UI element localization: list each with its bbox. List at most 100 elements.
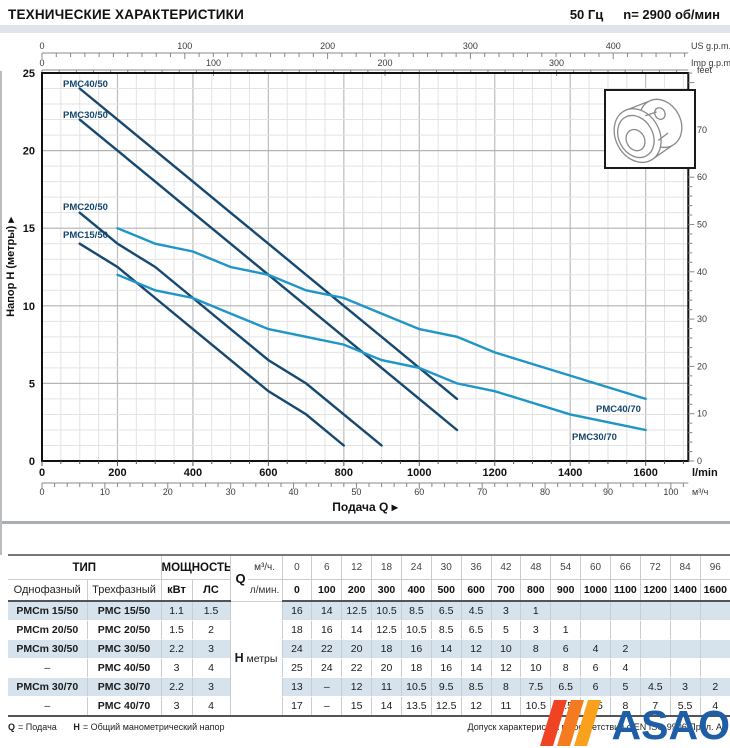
tick-label: US g.p.m. bbox=[691, 41, 730, 51]
h-value bbox=[669, 601, 701, 621]
page-footer: Q = Подача H = Общий манометрический напор… bbox=[0, 717, 730, 732]
h-value: 14 bbox=[371, 696, 402, 717]
h-value: 8.5 bbox=[400, 601, 432, 621]
q-lmin-value: 1000 bbox=[580, 579, 611, 602]
h-value bbox=[699, 658, 730, 678]
model-three-phase: PMC 20/50 bbox=[86, 620, 161, 640]
tick-label: 100 bbox=[663, 487, 678, 497]
tick-label: 10 bbox=[23, 301, 35, 313]
speed-label: n= 2900 об/мин bbox=[623, 7, 720, 22]
tick-label: 15 bbox=[23, 223, 35, 235]
legend: Q = Подача H = Общий манометрический напор bbox=[8, 722, 224, 732]
power-kw: 3 bbox=[160, 658, 192, 678]
q-m3h-value: 30 bbox=[430, 555, 462, 580]
h-value: 14 bbox=[311, 601, 342, 621]
power-hp: 2 bbox=[191, 620, 230, 640]
h-value: 8 bbox=[520, 639, 551, 659]
q-lmin-value: 500 bbox=[430, 579, 462, 602]
q-lmin-value: 100 bbox=[311, 579, 342, 602]
pump-inset-drawing bbox=[604, 89, 696, 169]
tick-label: 70 bbox=[477, 487, 487, 497]
q-m3h-value: 54 bbox=[550, 555, 581, 580]
h-value: 2 bbox=[609, 639, 641, 659]
q-lmin-value: 900 bbox=[550, 579, 581, 602]
h-value bbox=[669, 639, 701, 659]
h-value: 12.5 bbox=[430, 696, 462, 717]
h-value: 16 bbox=[311, 620, 342, 640]
h-value: 25 bbox=[281, 658, 312, 678]
page-title: ТЕХНИЧЕСКИЕ ХАРАКТЕРИСТИКИ bbox=[8, 7, 245, 22]
q-lmin-value: 600 bbox=[460, 579, 492, 602]
asao-watermark: ASAO bbox=[539, 698, 730, 748]
h-value: 13.5 bbox=[400, 696, 432, 717]
tick-label: 0 bbox=[39, 41, 44, 51]
curve-PMC40/70 bbox=[116, 226, 647, 401]
h-value bbox=[609, 620, 641, 640]
tick-label: 300 bbox=[463, 41, 478, 51]
curve-labels: PMC40/50 PMC30/50 PMC20/50 PMC15/50 PMC40/70… bbox=[63, 79, 641, 443]
h-value: – bbox=[311, 677, 342, 697]
tick-label: 400 bbox=[184, 467, 202, 479]
h-value: 16 bbox=[430, 658, 462, 678]
q-m3h-value: 0 bbox=[281, 555, 312, 580]
h-value: 11 bbox=[490, 696, 521, 717]
pump-curves-chart: 0 100 200 300 400 US g.p.m. 0 100 200 300 Imp g.p.… bbox=[0, 33, 730, 555]
tick-label: 300 bbox=[549, 58, 564, 68]
h-value: 12 bbox=[460, 696, 492, 717]
tick-label: 800 bbox=[335, 467, 353, 479]
h-value: 16 bbox=[400, 639, 432, 659]
type-group-header: ТИП bbox=[8, 555, 161, 580]
power-kw: 3 bbox=[160, 696, 192, 717]
h-value bbox=[639, 620, 671, 640]
h-value: – bbox=[311, 696, 342, 717]
table-row: PMCm 30/50 PMC 30/50 2.2 3 24 22 20 18 16 14 12 10 8… bbox=[8, 639, 730, 659]
h-value: 10.5 bbox=[520, 696, 551, 717]
tick-label: 200 bbox=[108, 467, 126, 479]
q-lmin-value: 0 bbox=[281, 579, 312, 602]
h-value: 10.5 bbox=[371, 601, 402, 621]
left-axis-meters: 0 5 10 15 20 25 Напор H (метры) ▸ bbox=[5, 68, 35, 468]
power-hp: 4 bbox=[191, 696, 230, 717]
h-value: 6.5 bbox=[460, 620, 492, 640]
tick-label: 50 bbox=[697, 219, 707, 229]
q-lmin-value: 800 bbox=[520, 579, 551, 602]
tick-label: 1600 bbox=[633, 467, 657, 479]
h-value bbox=[550, 601, 581, 621]
power-kw: 2.2 bbox=[160, 677, 192, 697]
tick-label: 0 bbox=[39, 467, 45, 479]
legend-h-key: H bbox=[73, 722, 80, 732]
curve-label-PMC15/50: PMC15/50 bbox=[63, 230, 108, 241]
tick-label: 200 bbox=[320, 41, 335, 51]
table-row: PMCm 30/70 PMC 30/70 2.2 3 13–12 11 10.5 9.5 8.5… bbox=[8, 677, 730, 697]
model-three-phase: PMC 40/50 bbox=[86, 658, 161, 678]
q-m3h-value: 24 bbox=[400, 555, 432, 580]
h-value: 13 bbox=[281, 677, 312, 697]
curve-label-PMC40/70: PMC40/70 bbox=[596, 404, 641, 415]
h-value: 6 bbox=[580, 677, 611, 697]
page-edge-line bbox=[0, 71, 2, 555]
q-lmin-value: 1200 bbox=[639, 579, 671, 602]
q-m3h-value: 18 bbox=[371, 555, 402, 580]
top-axis-us-gpm: 0 100 200 300 400 US g.p.m. bbox=[39, 41, 730, 59]
h-meters-cell: H метры bbox=[229, 601, 282, 717]
h-value bbox=[580, 620, 611, 640]
curve-label-PMC20/50: PMC20/50 bbox=[63, 202, 108, 213]
legend-q-text: = Подача bbox=[18, 722, 57, 732]
legend-q-key: Q bbox=[8, 722, 16, 732]
h-value: 1 bbox=[520, 601, 551, 621]
asao-logo-text: ASAO bbox=[611, 702, 730, 748]
tick-label: 80 bbox=[540, 487, 550, 497]
tick-label: 25 bbox=[23, 68, 35, 80]
q-unit-lmin: л/мин. bbox=[249, 584, 280, 596]
tick-label: 10 bbox=[100, 487, 110, 497]
model-three-phase: PMC 15/50 bbox=[86, 601, 161, 621]
table-header-row-1: ТИП МОЩНОСТЬ Q м³/ч. л/мин. 0 6 12 18 24 30 36… bbox=[8, 555, 730, 602]
tick-label: 60 bbox=[697, 172, 707, 182]
h-value: 10.5 bbox=[400, 677, 432, 697]
h-value: 2 bbox=[699, 677, 730, 697]
h-value: 18 bbox=[371, 639, 402, 659]
curve-PMC15/50 bbox=[78, 242, 345, 447]
h-value: 9.5 bbox=[430, 677, 462, 697]
h-value bbox=[580, 601, 611, 621]
tick-label: Imp g.p.m. bbox=[691, 58, 730, 68]
